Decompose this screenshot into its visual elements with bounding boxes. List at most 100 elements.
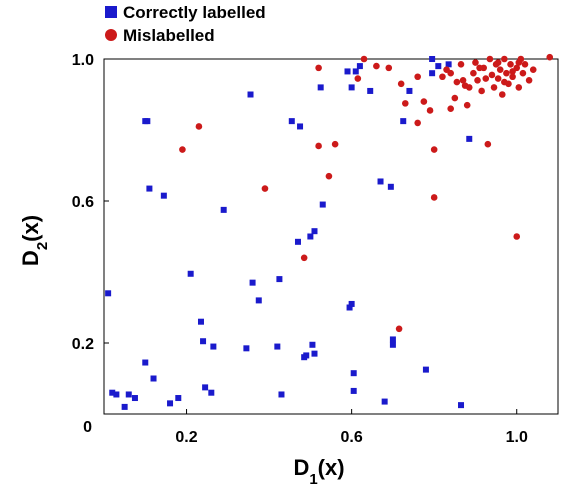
correctly-labelled-point <box>255 297 262 304</box>
correctly-labelled-point <box>429 56 436 62</box>
correctly-labelled-point <box>247 91 254 98</box>
correctly-labelled-point <box>303 352 310 359</box>
correctly-labelled-point <box>389 341 396 348</box>
correctly-labelled-point <box>167 400 174 407</box>
mislabelled-point <box>354 75 362 82</box>
correctly-labelled-point <box>105 290 112 297</box>
axis-labels: D1(x) D2(x) <box>18 215 345 488</box>
mislabelled-point <box>451 94 459 102</box>
x-axis-label: D1(x) <box>293 455 344 488</box>
mislabelled-point <box>519 69 527 77</box>
correctly-labelled-point <box>243 345 250 352</box>
correctly-labelled-point <box>381 398 388 405</box>
correctly-labelled-point <box>220 206 227 213</box>
y-tick-label: 0.6 <box>72 194 94 211</box>
correctly-labelled-point <box>350 370 357 377</box>
mislabelled-point <box>447 105 454 112</box>
correctly-labelled-point <box>113 391 120 398</box>
mislabelled-point <box>521 61 529 68</box>
correctly-labelled-point <box>344 68 351 75</box>
mislabelled-point <box>447 69 454 77</box>
correctly-labelled-point <box>352 68 359 75</box>
correctly-labelled-point <box>160 192 167 199</box>
mislabelled-point <box>453 78 461 86</box>
correctly-labelled-point <box>210 343 217 350</box>
mislabelled-point <box>501 55 508 63</box>
mislabelled-point <box>315 142 322 150</box>
y-tick-label: 1.0 <box>72 52 94 69</box>
mislabelled-point <box>507 61 514 68</box>
x-tick-label: 0.6 <box>341 429 363 446</box>
mislabelled-point <box>463 101 471 109</box>
mislabelled-point <box>430 194 438 201</box>
correctly-labelled-point <box>121 403 128 410</box>
x-tick-label: 0.2 <box>175 429 197 446</box>
legend: Correctly labelled Mislabelled <box>105 3 266 45</box>
correctly-labelled-point <box>142 359 149 366</box>
mislabelled-point <box>515 84 523 91</box>
x-tick-label: 1.0 <box>506 429 528 446</box>
mislabelled-point <box>476 64 483 72</box>
mislabelled-point <box>360 55 368 63</box>
correctly-labelled-point <box>288 118 295 125</box>
y-tick-label: 0.2 <box>72 336 94 353</box>
correctly-labelled-point <box>274 343 281 350</box>
mislabelled-point <box>397 80 405 88</box>
mislabelled-point <box>315 64 322 72</box>
correctly-labelled-point <box>276 276 283 283</box>
plot-area <box>103 58 559 415</box>
mislabelled-point <box>546 53 554 61</box>
mislabelled-point <box>465 84 473 91</box>
mislabelled-point <box>261 185 269 192</box>
mislabelled-point <box>484 140 492 148</box>
mislabelled-point <box>325 172 333 180</box>
mislabelled-point <box>401 100 409 107</box>
correctly-labelled-point <box>348 300 355 307</box>
correctly-labelled-point <box>175 395 182 402</box>
correctly-labelled-point <box>387 183 394 190</box>
correctly-labelled-point <box>422 366 429 373</box>
correctly-labelled-point <box>144 118 151 125</box>
correctly-labelled-point <box>317 84 324 91</box>
correctly-labelled-point <box>377 178 384 185</box>
correctly-labelled-point <box>311 228 318 235</box>
correctly-labelled-point <box>406 87 413 94</box>
correctly-labelled-point <box>294 238 301 245</box>
correctly-labelled-point <box>400 118 407 125</box>
correctly-labelled-point <box>348 84 355 91</box>
mislabelled-point <box>478 87 485 95</box>
mislabelled-point <box>494 59 502 66</box>
correctly-labelled-point <box>458 402 465 409</box>
correctly-labelled-point <box>146 185 153 192</box>
mislabelled-point <box>515 59 523 66</box>
mislabelled-point <box>457 61 465 68</box>
mislabelled-point <box>488 71 496 79</box>
mislabelled-point <box>494 75 502 82</box>
mislabelled-point <box>509 68 516 75</box>
mislabelled-point <box>385 64 393 72</box>
correctly-labelled-point <box>249 279 256 286</box>
correctly-labelled-point <box>297 123 304 130</box>
correctly-labelled-point <box>389 336 396 343</box>
correctly-labelled-point <box>350 387 357 394</box>
correctly-labelled-point <box>278 391 285 398</box>
correctly-labelled-point <box>197 318 204 325</box>
mislabelled-point <box>459 77 467 84</box>
mislabelled-point <box>503 69 510 77</box>
correctly-labelled-point <box>109 389 116 396</box>
mislabelled-point <box>179 146 186 153</box>
y-axis: 0.2 0.6 1.0 <box>72 52 109 353</box>
correctly-labelled-point <box>307 233 314 240</box>
y-axis-label: D2(x) <box>18 215 51 266</box>
mislabelled-point <box>529 66 537 73</box>
mislabelled-point <box>414 73 421 81</box>
correctly-labelled-point <box>356 63 363 70</box>
correctly-labelled-point <box>131 395 138 402</box>
mislabelled-point <box>420 98 428 105</box>
origin-label: 0 <box>83 419 92 436</box>
correctly-labelled-point <box>125 391 132 398</box>
mislabelled-point <box>426 107 434 114</box>
mislabelled-point <box>439 73 446 81</box>
mislabelled-point <box>513 233 521 240</box>
